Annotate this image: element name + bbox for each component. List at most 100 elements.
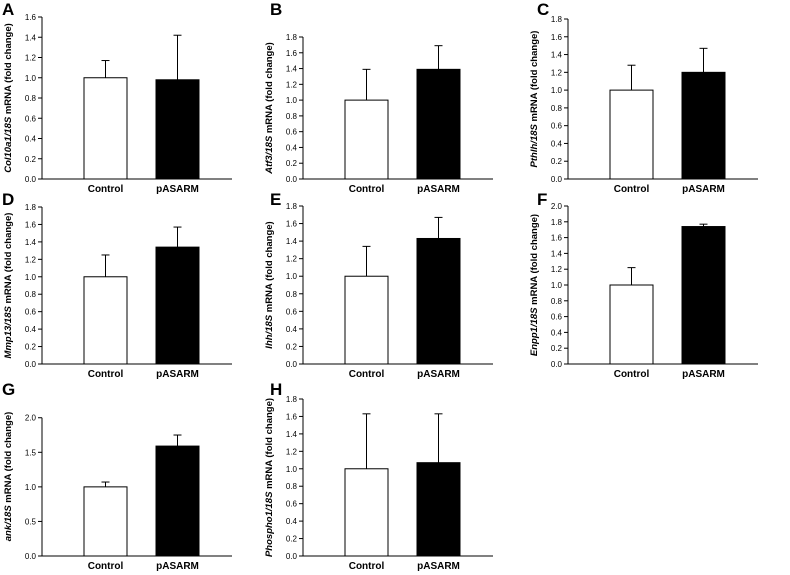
y-tick-label: 0.8: [286, 112, 298, 121]
y-tick-label: 0.2: [25, 155, 37, 164]
panel-label-f: F: [537, 190, 547, 209]
y-axis-label-gene: Atf3/18S: [264, 135, 275, 175]
y-tick-label: 2.0: [551, 202, 563, 211]
y-tick-label: 0.0: [25, 360, 37, 369]
category-label: pASARM: [156, 369, 199, 380]
bar-pasarm: [416, 237, 461, 365]
y-axis-label-gene: Enpp1/18S: [529, 307, 540, 356]
y-tick-label: 0.8: [286, 290, 298, 299]
category-label: Control: [349, 561, 385, 572]
y-tick-label: 0.8: [286, 482, 298, 491]
bar-control: [344, 275, 389, 365]
y-tick-label: 0.6: [551, 313, 563, 322]
y-tick-label: 1.0: [551, 281, 563, 290]
bar-control: [83, 276, 128, 365]
y-axis-label: Enpp1/18S mRNA (fold change): [529, 214, 540, 356]
y-tick-label: 1.8: [286, 33, 298, 42]
category-label: Control: [614, 369, 650, 380]
y-tick-label: 0.4: [286, 517, 298, 526]
y-axis-label-rest: mRNA (fold change): [529, 31, 540, 125]
panel-label-b: B: [270, 0, 282, 19]
y-axis-label: Pthlh/18S mRNA (fold change): [529, 31, 540, 168]
y-tick-label: 1.0: [286, 96, 298, 105]
panel-c: C 0.0 0.2 0.4 0.6 0.8 1.0 1.2 1.4 1.6 1.8 Pthlh/18S…: [529, 0, 758, 195]
y-axis-label-gene: Pthlh/18S: [529, 123, 540, 167]
y-axis-label-gene: Col10a1/18S: [3, 116, 14, 173]
y-tick-label: 0.8: [25, 290, 37, 299]
y-tick-label: 0.2: [25, 343, 37, 352]
y-tick-label: 1.0: [25, 74, 37, 83]
y-tick-label: 1.6: [286, 220, 298, 229]
y-tick-label: 1.4: [25, 33, 37, 42]
y-tick-label: 0.2: [551, 344, 563, 353]
category-label: pASARM: [156, 184, 199, 195]
category-label: pASARM: [417, 369, 460, 380]
category-label: Control: [349, 184, 385, 195]
y-tick-label: 0.2: [286, 342, 298, 351]
category-label: Control: [349, 369, 385, 380]
y-tick-label: 0.0: [286, 360, 298, 369]
panel-label-c: C: [537, 0, 549, 19]
y-axis-label-rest: mRNA (fold change): [264, 42, 275, 136]
y-tick-label: 0.0: [551, 360, 563, 369]
y-tick-label: 1.6: [25, 13, 37, 22]
y-axis-label: Phospho1/18S mRNA (fold change): [264, 398, 275, 557]
y-tick-label: 0.0: [25, 175, 37, 184]
y-tick-label: 1.2: [286, 255, 298, 264]
category-label: pASARM: [682, 184, 725, 195]
bar-control: [344, 468, 389, 557]
y-tick-label: 1.2: [551, 265, 563, 274]
bar-pasarm: [155, 445, 200, 557]
y-tick-label: 0.0: [25, 552, 37, 561]
y-tick-label: 0.4: [286, 325, 298, 334]
y-tick-label: 0.4: [286, 143, 298, 152]
y-tick-label: 0.5: [25, 517, 37, 526]
bar-pasarm: [155, 79, 200, 180]
y-tick-label: 1.6: [551, 234, 563, 243]
y-tick-label: 1.6: [286, 412, 298, 421]
y-tick-label: 1.4: [551, 249, 563, 258]
panel-g: G 0.0 0.5 1.0 1.5 2.0 ank/18S mRNA (fold chang…: [2, 380, 232, 572]
y-tick-label: 1.2: [286, 447, 298, 456]
bar-control: [83, 486, 128, 557]
y-tick-label: 1.0: [25, 483, 37, 492]
panel-f: F 0.0 0.2 0.4 0.6 0.8 1.0 1.2 1.4 1.6 1.8 2.0 Enpp1/…: [529, 190, 758, 380]
y-tick-label: 0.2: [286, 535, 298, 544]
category-label: Control: [88, 369, 124, 380]
bar-control: [344, 99, 389, 180]
y-axis-label-gene: Phospho1/18S: [264, 491, 275, 557]
y-axis-label-rest: mRNA (fold change): [3, 412, 14, 506]
y-axis-label-rest: mRNA (fold change): [3, 23, 14, 117]
y-tick-label: 0.4: [551, 139, 563, 148]
panel-e: E 0.0 0.2 0.4 0.6 0.8 1.0 1.2 1.4 1.6 1.8 Ihh/18S m…: [264, 190, 493, 380]
panel-b: B 0.0 0.2 0.4 0.6 0.8 1.0 1.2 1.4 1.6 1.8 Atf3/18S …: [264, 0, 493, 195]
y-tick-label: 1.4: [25, 238, 37, 247]
y-tick-label: 0.2: [286, 159, 298, 168]
y-axis-label: Mmp13/18S mRNA (fold change): [3, 213, 14, 359]
y-tick-label: 0.6: [25, 308, 37, 317]
y-axis-label-rest: mRNA (fold change): [264, 398, 275, 492]
y-tick-label: 2.0: [25, 414, 37, 423]
category-label: pASARM: [417, 184, 460, 195]
y-tick-label: 1.8: [286, 395, 298, 404]
y-axis-label-rest: mRNA (fold change): [3, 213, 14, 307]
bar-control: [83, 77, 128, 180]
y-tick-label: 1.2: [286, 80, 298, 89]
y-tick-label: 0.0: [286, 175, 298, 184]
y-tick-label: 0.6: [286, 128, 298, 137]
y-tick-label: 1.0: [286, 272, 298, 281]
bar-control: [609, 284, 654, 365]
panel-label-g: G: [2, 380, 15, 399]
y-axis-label-rest: mRNA (fold change): [529, 214, 540, 308]
y-tick-label: 1.4: [286, 65, 298, 74]
y-tick-label: 1.5: [25, 448, 37, 457]
panel-label-h: H: [270, 380, 282, 399]
bar-pasarm: [681, 226, 726, 365]
y-tick-label: 0.6: [286, 307, 298, 316]
y-tick-label: 0.8: [551, 297, 563, 306]
category-label: pASARM: [417, 561, 460, 572]
y-tick-label: 0.8: [25, 94, 37, 103]
y-tick-label: 1.4: [286, 430, 298, 439]
y-tick-label: 1.2: [551, 68, 563, 77]
category-label: Control: [88, 561, 124, 572]
